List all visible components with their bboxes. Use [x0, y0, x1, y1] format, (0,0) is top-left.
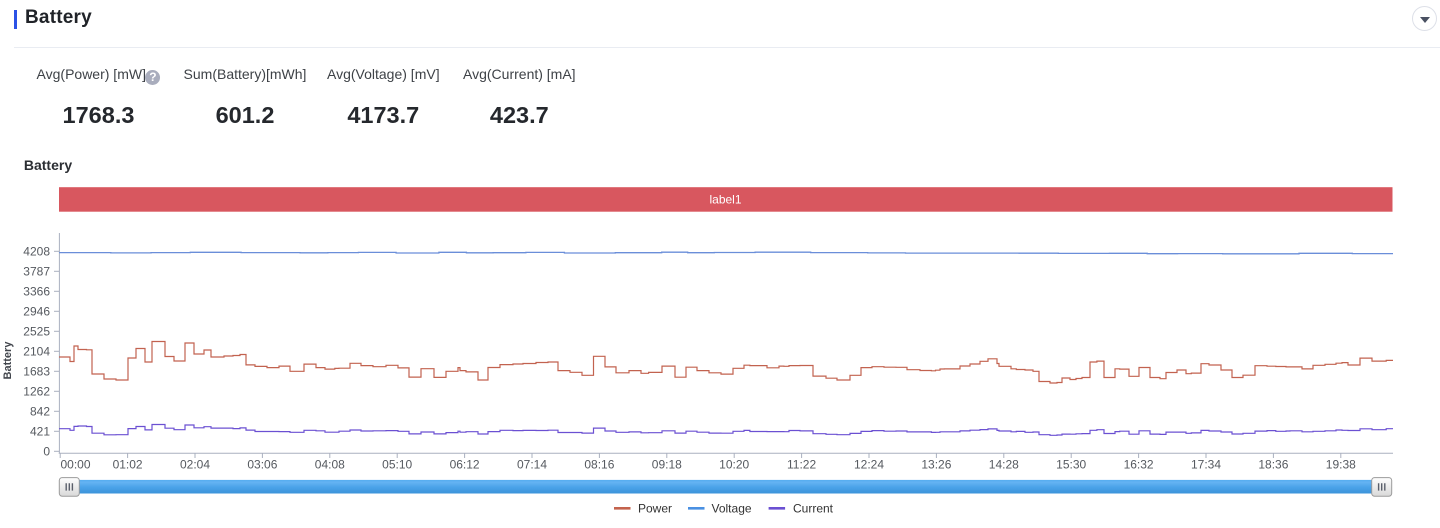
- svg-text:421: 421: [30, 425, 50, 439]
- svg-text:2104: 2104: [23, 345, 50, 359]
- svg-text:Current: Current: [793, 502, 834, 516]
- svg-text:2946: 2946: [23, 305, 50, 319]
- svg-text:3366: 3366: [23, 285, 50, 299]
- svg-text:07:14: 07:14: [517, 458, 547, 472]
- svg-text:3787: 3787: [23, 265, 50, 279]
- svg-text:11:22: 11:22: [787, 458, 816, 472]
- svg-text:14:28: 14:28: [989, 458, 1019, 472]
- svg-text:1683: 1683: [23, 365, 50, 379]
- svg-text:2525: 2525: [23, 325, 50, 339]
- svg-text:18:36: 18:36: [1258, 458, 1288, 472]
- svg-text:label1: label1: [709, 193, 741, 207]
- svg-text:1262: 1262: [23, 385, 50, 399]
- svg-text:03:06: 03:06: [247, 458, 277, 472]
- svg-text:19:38: 19:38: [1326, 458, 1356, 472]
- svg-text:10:20: 10:20: [719, 458, 749, 472]
- svg-text:0: 0: [43, 445, 50, 459]
- svg-text:01:02: 01:02: [113, 458, 143, 472]
- svg-text:15:30: 15:30: [1056, 458, 1086, 472]
- svg-text:4208: 4208: [23, 245, 50, 259]
- svg-text:12:24: 12:24: [854, 458, 884, 472]
- svg-text:Power: Power: [638, 502, 672, 516]
- svg-text:09:18: 09:18: [652, 458, 682, 472]
- svg-text:Voltage: Voltage: [712, 502, 752, 516]
- svg-text:842: 842: [30, 405, 50, 419]
- svg-text:02:04: 02:04: [180, 458, 210, 472]
- svg-text:Battery: Battery: [24, 157, 72, 173]
- svg-text:04:08: 04:08: [315, 458, 345, 472]
- svg-text:05:10: 05:10: [382, 458, 412, 472]
- svg-text:Battery: Battery: [2, 341, 14, 380]
- svg-text:13:26: 13:26: [921, 458, 951, 472]
- svg-text:16:32: 16:32: [1124, 458, 1154, 472]
- svg-text:00:00: 00:00: [61, 458, 91, 472]
- svg-text:06:12: 06:12: [450, 458, 480, 472]
- svg-text:08:16: 08:16: [584, 458, 614, 472]
- svg-text:17:34: 17:34: [1191, 458, 1221, 472]
